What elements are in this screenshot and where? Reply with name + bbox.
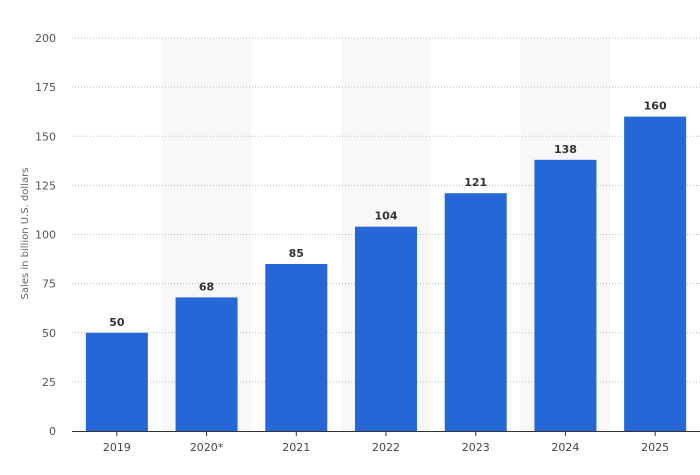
- x-tick-label: 2021: [282, 441, 310, 454]
- bar-2023: [444, 193, 507, 431]
- bar-2024: [534, 159, 597, 431]
- y-tick-label: 125: [35, 179, 56, 192]
- bar-2019: [85, 332, 148, 431]
- y-axis-title: Sales in billion U.S. dollars: [20, 168, 31, 300]
- value-labels: 50 68 85 104 121 138 160: [109, 100, 667, 329]
- x-tick-label: 2025: [641, 441, 669, 454]
- value-label: 104: [375, 210, 398, 223]
- x-tick-label: 2020*: [190, 441, 224, 454]
- value-label: 85: [289, 247, 304, 260]
- value-label: 121: [464, 176, 487, 189]
- y-tick-label: 50: [42, 327, 56, 340]
- y-tick-label: 150: [35, 130, 56, 143]
- bars: [85, 116, 687, 431]
- value-label: 50: [109, 316, 125, 329]
- bar-2022: [355, 226, 417, 431]
- y-tick-label: 0: [49, 425, 56, 438]
- value-label: 160: [644, 100, 667, 113]
- x-tick-label: 2019: [103, 441, 131, 454]
- bar-2021: [265, 263, 328, 431]
- x-tick-label: 2022: [372, 441, 400, 454]
- y-tick-label: 100: [35, 229, 56, 242]
- bar-2025: [624, 116, 687, 431]
- bar-2020: [175, 297, 238, 431]
- y-tick-label: 175: [35, 81, 56, 94]
- value-label: 68: [199, 280, 214, 293]
- y-tick-label: 75: [42, 278, 56, 291]
- y-axis-ticks: 0 25 50 75 100 125 150 175 200: [35, 32, 56, 438]
- y-tick-label: 200: [35, 32, 56, 45]
- x-tick-label: 2023: [462, 441, 490, 454]
- value-label: 138: [554, 143, 577, 156]
- y-tick-label: 25: [42, 376, 56, 389]
- x-axis-ticks: 2019 2020* 2021 2022 2023 2024 2025: [103, 431, 669, 454]
- x-tick-label: 2024: [551, 441, 579, 454]
